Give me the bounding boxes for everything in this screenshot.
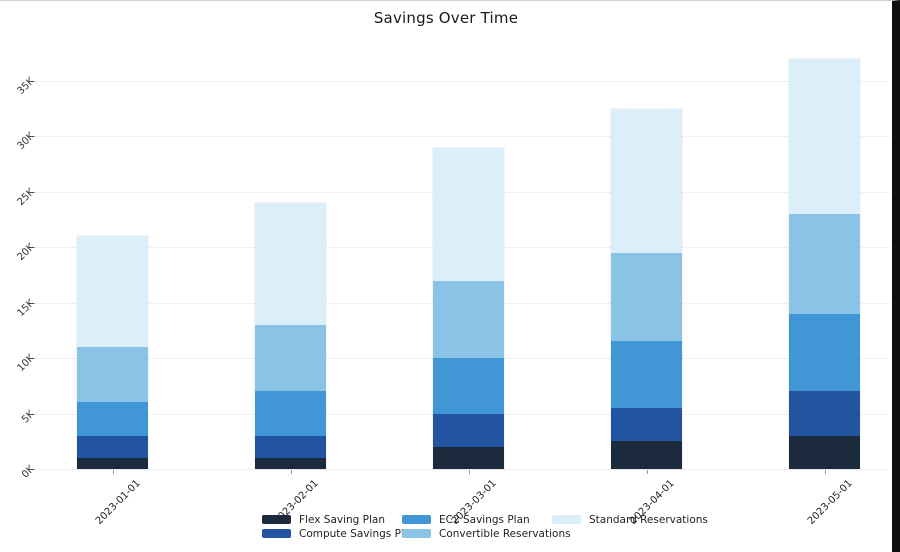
- bar-segment-ec2-savings-plan[interactable]: [255, 391, 326, 436]
- legend-label: Flex Saving Plan: [299, 513, 386, 526]
- stacked-bar-2023-01-01[interactable]: [77, 236, 148, 469]
- legend-swatch: [402, 515, 431, 524]
- legend-swatch: [262, 515, 291, 524]
- bar-segment-convertible-reservations[interactable]: [611, 252, 682, 342]
- x-axis-tick: [290, 470, 292, 474]
- bar-segment-ec2-savings-plan[interactable]: [789, 313, 860, 392]
- x-axis-tick: [468, 470, 470, 474]
- bar-segment-compute-savings-plan[interactable]: [789, 391, 860, 436]
- stacked-bar-2023-05-01[interactable]: [789, 58, 860, 469]
- y-axis-tick-label: 0K: [19, 463, 37, 481]
- legend-label: Compute Savings Plan: [299, 527, 417, 540]
- bar-segment-standard-reservations[interactable]: [433, 147, 504, 281]
- x-axis-tick: [824, 470, 826, 474]
- bar-segment-flex-saving-plan[interactable]: [789, 435, 860, 469]
- bar-segment-flex-saving-plan[interactable]: [433, 446, 504, 469]
- x-axis-tick-label: 2023-01-01: [93, 478, 143, 527]
- bar-segment-compute-savings-plan[interactable]: [433, 413, 504, 447]
- legend: Flex Saving Plan Compute Savings Plan EC2 …: [262, 513, 722, 540]
- legend-column: EC2 Savings Plan Convertible Reservations: [402, 513, 571, 540]
- y-axis-tick-label: 15K: [15, 297, 37, 319]
- legend-item-flex-saving-plan[interactable]: Flex Saving Plan: [262, 513, 402, 526]
- stacked-bar-2023-03-01[interactable]: [433, 147, 504, 469]
- gridline: [36, 81, 889, 82]
- stacked-bar-2023-04-01[interactable]: [611, 108, 682, 469]
- y-axis-tick-label: 30K: [15, 131, 37, 153]
- legend-swatch: [402, 529, 431, 538]
- bar-segment-convertible-reservations[interactable]: [77, 347, 148, 403]
- bar-segment-ec2-savings-plan[interactable]: [77, 402, 148, 436]
- bar-segment-flex-saving-plan[interactable]: [255, 457, 326, 469]
- legend-item-compute-savings-plan[interactable]: Compute Savings Plan: [262, 528, 417, 540]
- bar-segment-standard-reservations[interactable]: [789, 58, 860, 215]
- y-axis-tick-label: 10K: [15, 352, 37, 375]
- chart-title: Savings Over Time: [373, 9, 519, 27]
- x-axis-tick-label: 2023-05-01: [805, 478, 855, 527]
- legend-label: Standard Reservations: [589, 513, 708, 526]
- bar-segment-ec2-savings-plan[interactable]: [433, 358, 504, 414]
- bar-segment-standard-reservations[interactable]: [255, 202, 326, 325]
- bar-segment-convertible-reservations[interactable]: [433, 280, 504, 359]
- bar-segment-standard-reservations[interactable]: [77, 236, 148, 348]
- bar-segment-flex-saving-plan[interactable]: [77, 457, 148, 469]
- bar-segment-compute-savings-plan[interactable]: [255, 435, 326, 458]
- legend-item-standard-reservations[interactable]: Standard Reservations: [552, 513, 722, 526]
- y-axis-tick-label: 35K: [15, 75, 37, 98]
- legend-column: Flex Saving Plan Compute Savings Plan: [262, 513, 417, 540]
- stacked-bar-2023-02-01[interactable]: [255, 202, 326, 469]
- bar-segment-standard-reservations[interactable]: [611, 108, 682, 253]
- y-axis-tick-label: 20K: [15, 241, 37, 264]
- legend-swatch: [262, 529, 291, 538]
- gridline: [36, 469, 889, 470]
- legend-column: Standard Reservations: [552, 513, 722, 526]
- legend-item-convertible-reservations[interactable]: Convertible Reservations: [402, 528, 571, 540]
- x-axis-tick: [112, 470, 114, 474]
- bar-segment-flex-saving-plan[interactable]: [611, 441, 682, 469]
- legend-label: Convertible Reservations: [439, 527, 571, 540]
- legend-label: EC2 Savings Plan: [439, 513, 530, 526]
- y-axis-tick-label: 25K: [15, 186, 37, 208]
- bar-segment-convertible-reservations[interactable]: [255, 324, 326, 392]
- bar-segment-compute-savings-plan[interactable]: [611, 407, 682, 442]
- legend-swatch: [552, 515, 581, 524]
- x-axis-tick: [646, 470, 648, 474]
- bar-segment-convertible-reservations[interactable]: [789, 214, 860, 314]
- bar-segment-compute-savings-plan[interactable]: [77, 435, 148, 458]
- bar-segment-ec2-savings-plan[interactable]: [611, 341, 682, 408]
- gridline: [36, 136, 889, 138]
- legend-item-ec2-savings-plan[interactable]: EC2 Savings Plan: [402, 513, 552, 526]
- y-axis-tick-label: 5K: [19, 408, 37, 426]
